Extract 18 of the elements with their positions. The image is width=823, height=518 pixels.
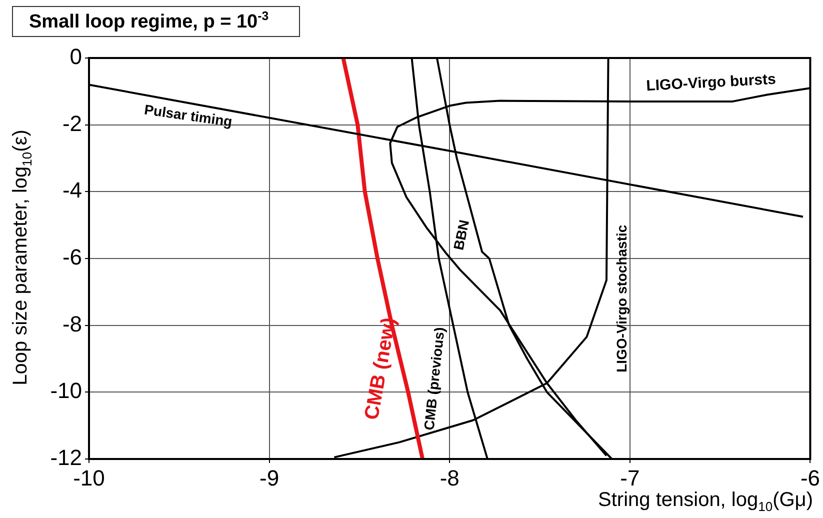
y-tick-label: -8 bbox=[62, 311, 82, 336]
x-tick-label: -8 bbox=[440, 465, 460, 490]
x-tick-label: -6 bbox=[800, 465, 820, 490]
y-tick-label: -2 bbox=[62, 110, 82, 136]
x-axis-title: String tension, log$_{10}$(Gμ) bbox=[598, 489, 813, 514]
y-tick-label: -10 bbox=[50, 378, 82, 404]
y-tick-label: -12 bbox=[50, 445, 82, 470]
text: CMB (previous) bbox=[420, 326, 448, 431]
y-tick-label: -4 bbox=[62, 178, 82, 203]
text: Pulsar timing bbox=[143, 101, 234, 130]
y-tick-label: 0 bbox=[70, 44, 82, 70]
x-tick-label: -7 bbox=[620, 465, 640, 490]
series-label: LIGO-Virgo bursts bbox=[646, 70, 776, 95]
x-tick-label: -9 bbox=[260, 465, 280, 490]
text: LIGO-Virgo stochastic bbox=[614, 224, 630, 372]
text: BBN bbox=[450, 218, 472, 252]
y-tick-label: -6 bbox=[62, 244, 82, 270]
chart-title: Small loop regime, p = 10$^{-3}$ bbox=[12, 6, 300, 38]
